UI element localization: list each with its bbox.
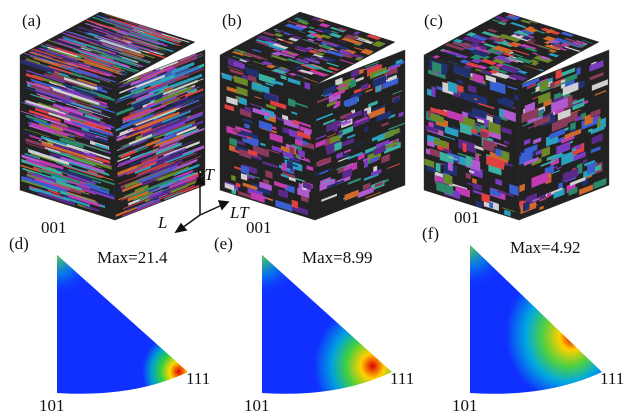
panel-label: (b) (222, 11, 242, 30)
pole-label: 101 (39, 396, 65, 415)
grain (448, 161, 453, 171)
pole-label: 111 (600, 369, 624, 388)
arrowhead (176, 224, 186, 232)
panel-label: (d) (9, 234, 29, 253)
grain (463, 143, 467, 153)
pole-label: 001 (454, 208, 480, 227)
axis-label: LT (229, 203, 250, 222)
grain (436, 162, 441, 172)
pole-figure: (e) Max=8.99 001 101 111 (214, 218, 414, 415)
panel-label: (f) (422, 224, 439, 243)
pole-figure: (d) Max=21.4 001 101 111 (9, 218, 210, 415)
arrowhead (219, 201, 228, 209)
max-label: Max=21.4 (97, 248, 168, 267)
panel-label: (c) (424, 11, 443, 30)
grain (466, 155, 472, 167)
max-label: Max=8.99 (302, 248, 373, 267)
pole-label: 111 (186, 369, 210, 388)
ipf-top (470, 245, 602, 394)
axis-label: ST (196, 165, 216, 184)
axis-arrow (200, 205, 222, 215)
max-label: Max=4.92 (510, 238, 581, 257)
pole-label: 101 (452, 396, 478, 415)
pole-figures: (d) Max=21.4 001 101 111 (e) Max=8.99 001 101 111… (9, 208, 624, 415)
panel-label: (e) (214, 234, 233, 253)
pole-label: 111 (390, 369, 414, 388)
cube: (a) (20, 11, 205, 220)
pole-figure: (f) Max=4.92 001 101 111 (422, 208, 624, 415)
cube: (b) (220, 11, 405, 220)
page: {"cubes": [{"label": "(a)"}, {"label": "… (0, 0, 632, 416)
ipf-top (262, 255, 392, 394)
grain (431, 86, 435, 97)
ipf-top (57, 255, 188, 394)
pole-label: 001 (246, 218, 272, 237)
cube: (c) (424, 11, 609, 220)
axis-label: L (157, 213, 167, 232)
axis-arrow (182, 215, 200, 228)
pole-label: 001 (41, 218, 67, 237)
pole-label: 101 (244, 396, 270, 415)
panel-label: (a) (22, 11, 41, 30)
grain (499, 108, 503, 117)
grain (364, 159, 368, 168)
figure: (a) (b) (c) (d) Max=21.4 001 101 111 (e) Max=8.9… (0, 0, 632, 416)
grain (577, 67, 581, 76)
cubes: (a) (b) (c) (20, 11, 609, 220)
